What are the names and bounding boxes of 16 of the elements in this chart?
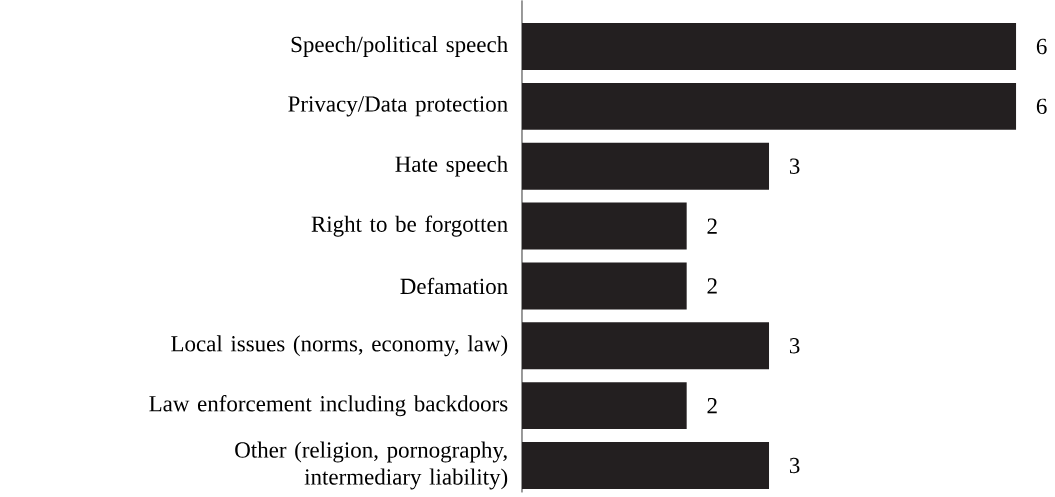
data-label: 6 [1036,98,1047,115]
data-label: 6 [1036,38,1047,55]
y-tick-label: Right to be forgotten [311,215,508,237]
y-tick-label: Speech/political speech [291,36,508,57]
data-label: 3 [789,158,800,174]
data-label: 2 [707,218,717,234]
y-tick-label: Law enforcement including backdoors [149,395,508,417]
y-tick-label: Other (religion, pornography, intermediary liability) [235,441,508,490]
data-label: 3 [789,338,800,354]
data-label: 3 [789,457,800,474]
data-label: 2 [707,278,717,294]
y-tick-label: Defamation [400,277,508,295]
y-tick-label: Local issues (norms, economy, law) [171,335,508,357]
y-tick-label: Privacy/Data protection [288,96,508,117]
y-tick-label: Hate speech [395,155,508,177]
data-label: 2 [707,398,717,414]
